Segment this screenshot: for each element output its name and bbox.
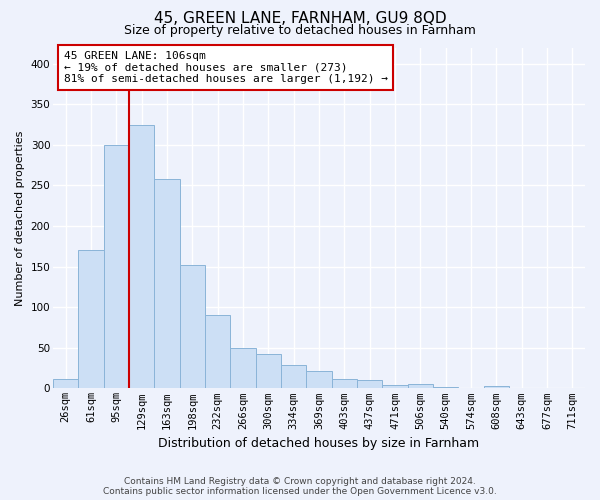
Bar bbox=[79, 250, 104, 388]
Bar bbox=[281, 365, 307, 388]
Y-axis label: Number of detached properties: Number of detached properties bbox=[15, 130, 25, 306]
Text: 45, GREEN LANE, FARNHAM, GU9 8QD: 45, GREEN LANE, FARNHAM, GU9 8QD bbox=[154, 11, 446, 26]
Bar bbox=[256, 354, 281, 388]
Bar bbox=[205, 316, 230, 388]
Bar bbox=[407, 384, 433, 388]
Text: 45 GREEN LANE: 106sqm
← 19% of detached houses are smaller (273)
81% of semi-det: 45 GREEN LANE: 106sqm ← 19% of detached … bbox=[64, 51, 388, 84]
Text: Contains HM Land Registry data © Crown copyright and database right 2024.
Contai: Contains HM Land Registry data © Crown c… bbox=[103, 476, 497, 496]
Bar bbox=[154, 179, 180, 388]
Bar bbox=[104, 145, 129, 388]
Bar bbox=[230, 348, 256, 389]
Bar bbox=[129, 124, 154, 388]
Bar bbox=[433, 387, 458, 388]
Bar bbox=[382, 385, 407, 388]
Bar bbox=[357, 380, 382, 388]
X-axis label: Distribution of detached houses by size in Farnham: Distribution of detached houses by size … bbox=[158, 437, 479, 450]
Bar bbox=[484, 386, 509, 388]
Bar bbox=[332, 380, 357, 388]
Bar bbox=[53, 380, 79, 388]
Text: Size of property relative to detached houses in Farnham: Size of property relative to detached ho… bbox=[124, 24, 476, 37]
Bar bbox=[307, 370, 332, 388]
Bar bbox=[180, 265, 205, 388]
